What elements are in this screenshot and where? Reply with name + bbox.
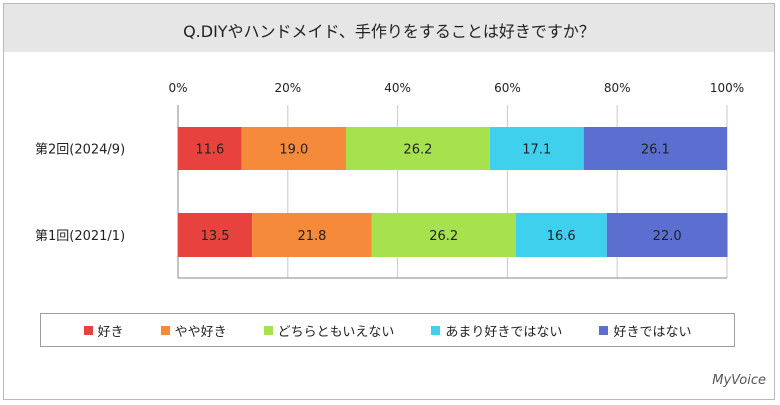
bar-segment (252, 213, 372, 257)
x-tick-label: 60% (494, 81, 521, 95)
legend-item: あまり好きではない (431, 321, 562, 340)
data-label: 26.2 (429, 229, 458, 244)
data-label: 21.8 (297, 229, 326, 244)
legend-label: あまり好きではない (445, 324, 563, 340)
x-tick-label: 0% (168, 81, 187, 95)
legend-swatch (263, 325, 273, 335)
bar-segment (178, 213, 253, 257)
legend-item: やや好き (160, 321, 227, 340)
bar-segment (178, 127, 242, 170)
data-label: 22.0 (653, 229, 682, 244)
legend-items: 好き やや好き どちらともいえない あまり好きではない 好きではない (41, 314, 734, 346)
data-label: 17.1 (522, 143, 551, 158)
data-label: 26.2 (403, 143, 432, 158)
bar-segment (241, 127, 346, 170)
legend-item: どちらともいえない (263, 321, 395, 340)
legend-item: 好き (83, 321, 124, 340)
data-label: 26.1 (641, 143, 670, 158)
legend-label: やや好き (174, 324, 227, 340)
legend-item: 好きではない (599, 321, 691, 340)
category-label: 第2回(2024/9) (35, 143, 125, 158)
chart-title: Q.DIYやハンドメイド、手作りをすることは好きですか？ (183, 22, 595, 41)
legend-label: どちらともいえない (277, 324, 395, 340)
category-label: 第1回(2021/1) (35, 229, 125, 244)
x-tick-label: 40% (384, 81, 411, 95)
bar-segment (583, 127, 727, 170)
legend-swatch (431, 325, 441, 335)
data-label: 11.6 (195, 143, 224, 158)
legend-swatch (83, 325, 93, 335)
legend-label: 好き (97, 324, 124, 340)
title-band: Q.DIYやハンドメイド、手作りをすることは好きですか？ (4, 4, 774, 52)
data-label: 13.5 (201, 229, 230, 244)
bar-segment (371, 213, 516, 257)
bar-segment (345, 127, 490, 170)
data-label: 19.0 (279, 143, 308, 158)
x-tick-label: 80% (604, 81, 631, 95)
legend-swatch (599, 325, 609, 335)
brand-logo: MyVoice (712, 373, 766, 388)
legend: 好き やや好き どちらともいえない あまり好きではない 好きではない (40, 313, 735, 347)
legend-label: 好きではない (613, 324, 692, 340)
data-label: 16.6 (547, 229, 576, 244)
bar-segment (489, 127, 584, 170)
x-tick-label: 20% (274, 81, 301, 95)
legend-swatch (160, 325, 170, 335)
bar-segment (606, 213, 728, 257)
x-tick-label: 100% (710, 81, 744, 95)
bar-segment (515, 213, 607, 257)
